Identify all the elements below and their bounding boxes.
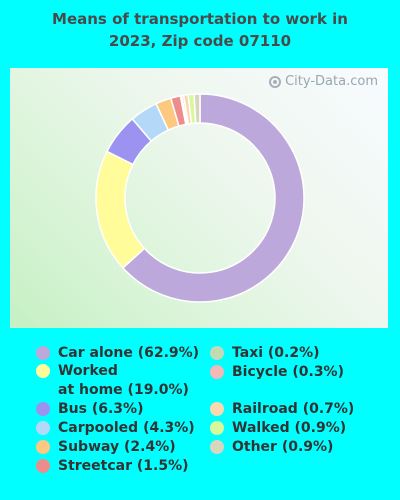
legend: Car alone (62.9%) Worked at home (19.0%) B…	[0, 344, 400, 494]
legend-swatch	[210, 402, 224, 416]
chart-title: Means of transportation to work in 2023,…	[0, 8, 400, 52]
donut-slice-worked-at-home	[95, 150, 146, 269]
chart-title-line-2: 2023, Zip code 07110	[108, 32, 292, 50]
legend-swatch	[36, 402, 50, 416]
legend-item-car-alone: Car alone (62.9%)	[36, 344, 199, 363]
legend-swatch	[36, 346, 50, 360]
legend-swatch	[210, 421, 224, 435]
legend-item-taxi: Taxi (0.2%)	[210, 344, 320, 363]
legend-swatch	[36, 440, 50, 454]
legend-label: Taxi (0.2%)	[232, 345, 320, 361]
donut-chart	[95, 93, 305, 303]
watermark-text: City-Data.com	[285, 74, 378, 89]
watermark: City-Data.com	[269, 74, 378, 89]
chart-title-line-1: Means of transportation to work in	[52, 10, 348, 28]
legend-label: Bus (6.3%)	[58, 401, 144, 417]
legend-swatch	[36, 459, 50, 473]
legend-item-carpooled: Carpooled (4.3%)	[36, 419, 195, 438]
legend-label: Worked at home (19.0%)	[58, 363, 189, 398]
legend-label: Carpooled (4.3%)	[58, 420, 195, 436]
legend-swatch	[210, 346, 224, 360]
legend-item-subway: Subway (2.4%)	[36, 438, 176, 457]
legend-swatch	[210, 365, 224, 379]
legend-item-streetcar: Streetcar (1.5%)	[36, 457, 189, 476]
legend-label: Car alone (62.9%)	[58, 345, 200, 361]
donut-slice-car-alone	[121, 93, 305, 303]
legend-label: Other (0.9%)	[232, 439, 334, 455]
legend-label: Railroad (0.7%)	[232, 401, 355, 417]
legend-label: Subway (2.4%)	[58, 439, 176, 455]
legend-swatch	[36, 364, 50, 378]
watermark-logo-icon	[269, 75, 282, 88]
legend-swatch	[210, 440, 224, 454]
legend-label: Walked (0.9%)	[232, 420, 347, 436]
legend-item-worked-at-home: Worked at home (19.0%)	[36, 362, 189, 400]
legend-item-walked: Walked (0.9%)	[210, 419, 346, 438]
legend-label: Streetcar (1.5%)	[58, 458, 189, 474]
legend-item-other: Other (0.9%)	[210, 438, 333, 457]
plot-area	[10, 68, 388, 328]
legend-swatch	[36, 421, 50, 435]
legend-item-bus: Bus (6.3%)	[36, 400, 143, 419]
legend-item-railroad: Railroad (0.7%)	[210, 400, 354, 419]
legend-item-bicycle: Bicycle (0.3%)	[210, 363, 344, 382]
legend-label: Bicycle (0.3%)	[232, 364, 344, 380]
donut-slice-other	[193, 93, 201, 124]
